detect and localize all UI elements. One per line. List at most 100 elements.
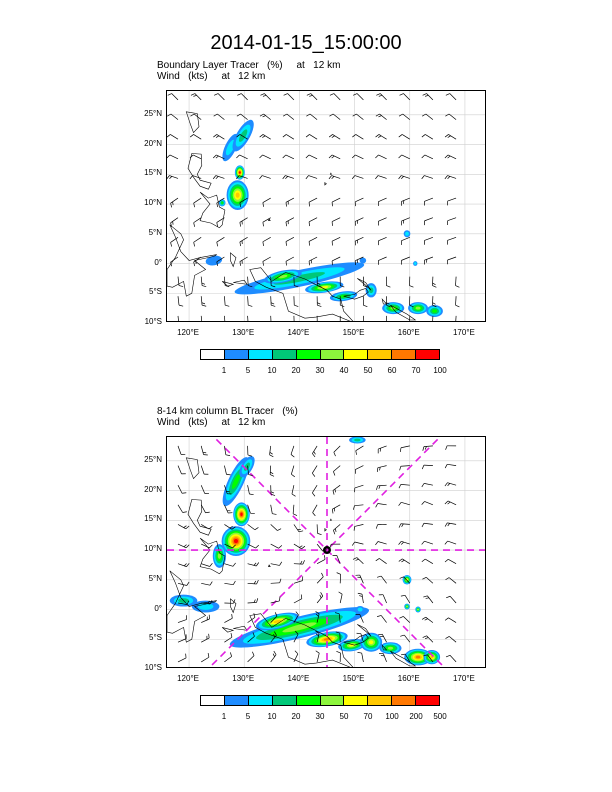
wind-barb-flag (241, 260, 243, 264)
wind-barb (247, 315, 249, 321)
wind-barb (421, 483, 433, 488)
lon-tick-label: 160°E (397, 328, 420, 337)
wind-barb-shaft (270, 600, 280, 604)
wind-barb (379, 653, 387, 663)
wind-barb (293, 576, 304, 584)
coastline (329, 172, 332, 175)
wind-barb (247, 543, 260, 549)
wind-barb (444, 617, 457, 623)
wind-barb-shaft (356, 557, 364, 564)
wind-barb (239, 256, 248, 266)
tracer-field (205, 119, 443, 318)
wind-barb-flag (241, 221, 243, 225)
wind-barb-flag (363, 304, 368, 308)
wind-barb (224, 580, 236, 586)
wind-barb-flag (386, 302, 390, 305)
wind-barb-shaft (262, 134, 271, 140)
wind-barb (236, 175, 248, 180)
wind-barb (363, 315, 364, 321)
tracer-contour (415, 306, 421, 310)
wind-barb-flag (444, 175, 448, 180)
coastline (222, 627, 235, 633)
wind-barb-shaft (308, 154, 318, 160)
wind-barb-shaft (308, 256, 318, 262)
wind-barb-flag (447, 155, 451, 159)
wind-barb (355, 574, 364, 584)
wind-barb-flag (398, 175, 402, 180)
tracer-contour (323, 638, 331, 641)
wind-barb-shaft (177, 465, 182, 475)
wind-barb-flag (262, 261, 264, 266)
wind-barb-shaft (247, 543, 256, 549)
wind-barb-flag (401, 541, 404, 545)
wind-barb (247, 651, 255, 663)
wind-barb-shaft (378, 154, 387, 160)
wind-barb-flag (225, 454, 231, 456)
wind-barb-flag (185, 525, 190, 530)
wind-barb-flag (386, 285, 391, 288)
tracer-contour (273, 619, 282, 623)
wind-barb-flag (432, 302, 436, 305)
wind-barb (401, 256, 410, 265)
wind-barb-flag (207, 600, 210, 604)
wind-barb (216, 237, 225, 247)
wind-barb (353, 93, 364, 101)
wind-barb-flag (328, 175, 332, 180)
wind-barb-flag (182, 492, 187, 494)
wind-barb-flag (306, 93, 311, 96)
wind-barb-flag (332, 555, 337, 556)
wind-barb (377, 445, 387, 454)
wind-barb (409, 296, 414, 308)
wind-barb-flag (425, 94, 429, 97)
wind-barb-flag (378, 485, 381, 489)
wind-barb (378, 633, 387, 643)
wind-barb-flag (205, 511, 210, 514)
wind-barb-flag (424, 446, 427, 450)
wind-barb-flag (398, 484, 402, 489)
wind-barb-flag (208, 633, 210, 639)
wind-barb-flag (183, 525, 187, 528)
wind-barb (334, 612, 341, 623)
wind-barb (292, 504, 298, 516)
wind-barb (177, 465, 186, 475)
wind-barb-flag (262, 222, 264, 227)
wind-barb-shaft (201, 524, 210, 530)
colorbar-label: 50 (363, 366, 373, 375)
wind-barb (354, 236, 364, 246)
tracer-contour (225, 139, 235, 156)
wind-barb-flag (178, 285, 184, 287)
wind-barb (363, 296, 368, 308)
coastline (233, 625, 248, 631)
wind-barb (421, 134, 434, 140)
wind-barb-flag (167, 154, 171, 159)
wind-barb-shaft (200, 315, 203, 321)
wind-barb-flag (308, 202, 310, 207)
wind-barb-flag (272, 653, 275, 657)
wind-barb (167, 113, 179, 120)
wind-barb-flag (241, 240, 243, 244)
wind-barb (308, 217, 318, 227)
wind-barb (177, 543, 190, 549)
wind-barb (212, 175, 225, 180)
wind-barb (247, 562, 260, 567)
wind-barb-flag (274, 631, 277, 636)
wind-barb-flag (375, 558, 380, 562)
wind-barb-flag (322, 549, 327, 552)
wind-barb-flag (401, 260, 402, 265)
wind-barb (308, 256, 318, 266)
colorbar-swatch (248, 696, 273, 705)
colorbar-swatch (248, 350, 273, 359)
wind-barb-shaft (247, 485, 250, 495)
coastline (233, 279, 248, 285)
wind-barb-flag (291, 473, 295, 478)
wind-barb-shaft (177, 563, 187, 567)
wind-barb-shaft (379, 558, 387, 564)
wind-barb (444, 482, 457, 487)
wind-barb-flag (315, 633, 319, 637)
wind-barb-flag (351, 154, 356, 159)
wind-barb (259, 134, 271, 140)
wind-barb-flag (253, 562, 257, 566)
wind-barb-shaft (193, 256, 202, 263)
wind-barb-flag (317, 285, 322, 288)
wind-barb-flag (299, 545, 303, 548)
